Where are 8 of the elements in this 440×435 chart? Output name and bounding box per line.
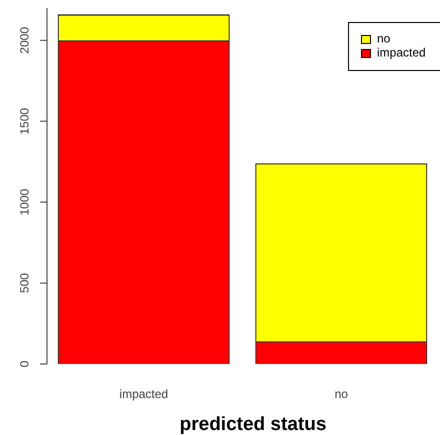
legend-label: impacted	[377, 45, 426, 60]
y-tick-label: 0	[17, 360, 32, 368]
y-tick-label: 2000	[17, 26, 32, 54]
legend-label: no	[377, 31, 391, 46]
y-tick-label: 1500	[17, 108, 32, 135]
y-tick-label: 500	[17, 272, 32, 294]
x-axis-title: predicted status	[180, 414, 326, 435]
y-tick-label: 1000	[17, 188, 32, 216]
